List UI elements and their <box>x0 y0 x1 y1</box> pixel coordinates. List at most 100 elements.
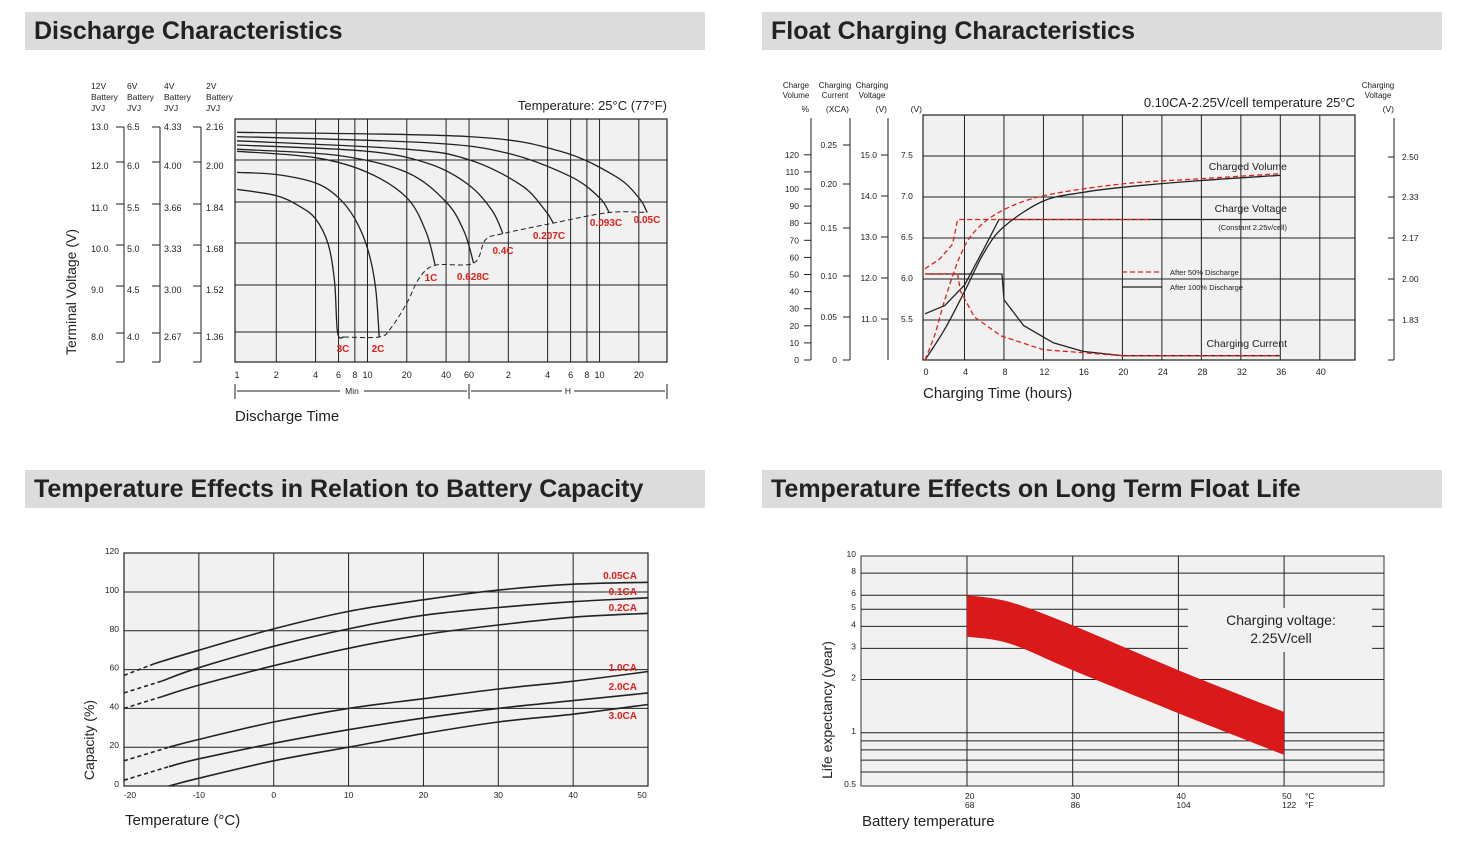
volume-tick-label: 20 <box>790 321 800 331</box>
charging-voltage-annotation: Charging voltage: <box>1226 612 1336 628</box>
discharge-curve-1C <box>236 150 436 266</box>
life-x-tick-fahrenheit: 104 <box>1176 800 1190 810</box>
float-axis-header: Voltage <box>859 91 886 100</box>
float-x-tick-label: 16 <box>1079 367 1089 377</box>
discharge-x-tick-label: 6 <box>568 370 573 380</box>
capacity-y-axis-label: Capacity (%) <box>81 700 97 780</box>
discharge-y-tick-label: 10.0 <box>91 244 109 254</box>
discharge-y-tick-label: 4.0 <box>127 332 140 342</box>
capacity-curve-label: 0.1CA <box>609 587 637 598</box>
current-tick-label: 0.10 <box>820 271 837 281</box>
discharge-y-tick-label: 5.0 <box>127 244 140 254</box>
discharge-curve-0.207C <box>236 140 554 224</box>
life-y-tick-label: 5 <box>851 602 856 612</box>
capacity-y-tick-label: 60 <box>110 663 120 673</box>
discharge-y-axis-header: 4V <box>164 81 175 91</box>
float-axis-header: Volume <box>783 91 810 100</box>
life-y-tick-label: 3 <box>851 641 856 651</box>
life-x-tick-celsius: 40 <box>1176 791 1186 801</box>
discharge-x-tick-label: 6 <box>336 370 341 380</box>
discharge-x-tick-label: 60 <box>464 370 474 380</box>
capacity-curve-label: 0.05CA <box>603 571 637 582</box>
capacity-curve-0.2CA <box>161 612 649 698</box>
volume-tick-label: 30 <box>790 304 800 314</box>
header-float-charging: Float Charging Characteristics <box>762 12 1442 50</box>
volume-tick-label: 120 <box>785 150 799 160</box>
discharge-x-tick-label: 4 <box>313 370 318 380</box>
capacity-curve-1.0CA <box>168 670 649 748</box>
charged-volume-label: Charged Volume <box>1209 161 1287 173</box>
float-axis-header: Current <box>822 91 849 100</box>
life-y-tick-label: 1 <box>851 726 856 736</box>
capacity-curve-dashed-2.0CA <box>123 765 170 781</box>
right-voltage-tick-label: 2.00 <box>1402 274 1419 284</box>
capacity-x-tick-label: 30 <box>494 790 504 800</box>
discharge-x-tick-label: 8 <box>352 370 357 380</box>
charge-voltage-label: Charge Voltage <box>1215 203 1288 215</box>
discharge-x-tick-label: 20 <box>402 370 412 380</box>
discharge-y-axis-header: 12V <box>91 81 106 91</box>
capacity-x-tick-label: 10 <box>344 790 354 800</box>
discharge-y-tick-label: 1.52 <box>206 285 224 295</box>
discharge-curve-label: 2C <box>372 344 385 355</box>
discharge-y-axis-header: 6V <box>127 81 138 91</box>
life-y-tick-label: 6 <box>851 588 856 598</box>
discharge-curve-label: 0.628C <box>457 272 489 283</box>
capacity-x-tick-label: -20 <box>124 790 137 800</box>
volume-tick-label: 110 <box>785 167 799 177</box>
discharge-temperature-label: Temperature: 25°C (77°F) <box>518 98 667 113</box>
volume-tick-label: 60 <box>790 252 800 262</box>
discharge-curve-2C <box>236 171 380 338</box>
discharge-curve-label: 0.4C <box>492 246 513 257</box>
capacity-y-tick-label: 0 <box>114 779 119 789</box>
float-current_ca-100-curve <box>925 273 1281 357</box>
discharge-y-axis-header: JVJ <box>127 103 141 113</box>
discharge-y-tick-label: 1.68 <box>206 244 224 254</box>
capacity-curve-label: 2.0CA <box>609 682 637 693</box>
right-axis-header: Voltage <box>1365 91 1392 100</box>
discharge-y-tick-label: 2.67 <box>164 332 182 342</box>
discharge-cutoff-line <box>343 211 648 339</box>
life-y-tick-label: 4 <box>851 619 856 629</box>
discharge-curve-label: 0.207C <box>533 231 565 242</box>
discharge-y-axis-label: Terminal Voltage (V) <box>63 229 79 355</box>
float-volume_pct-100-curve <box>924 174 1281 361</box>
discharge-x-tick-label: 8 <box>584 370 589 380</box>
life-x-tick-celsius: 30 <box>1071 791 1081 801</box>
discharge-x-tick-label: 20 <box>634 370 644 380</box>
float-x-tick-label: 0 <box>923 367 928 377</box>
celsius-unit-label: °C <box>1305 791 1315 801</box>
float-x-tick-label: 12 <box>1039 367 1049 377</box>
voltage-tick-label: 6.0 <box>901 273 913 283</box>
volume-tick-label: 80 <box>790 218 800 228</box>
charging-voltage-tick-label: 15.0 <box>860 150 877 160</box>
discharge-curve-3C <box>236 188 345 339</box>
discharge-y-tick-label: 9.0 <box>91 285 104 295</box>
voltage-tick-label: 5.5 <box>901 314 913 324</box>
float-axis-unit: (V) <box>911 104 923 114</box>
capacity-y-tick-label: 120 <box>105 546 119 556</box>
capacity-x-tick-label: 20 <box>419 790 429 800</box>
float-x-tick-label: 32 <box>1237 367 1247 377</box>
discharge-x-tick-label: 4 <box>545 370 550 380</box>
discharge-y-tick-label: 13.0 <box>91 122 109 132</box>
life-x-tick-celsius: 20 <box>965 791 975 801</box>
discharge-y-tick-label: 6.5 <box>127 122 140 132</box>
capacity-curve-dashed-1.0CA <box>123 746 170 762</box>
capacity-x-tick-label: 40 <box>568 790 578 800</box>
volume-tick-label: 10 <box>790 338 800 348</box>
discharge-curve-0.093C <box>236 135 610 213</box>
current-tick-label: 0.20 <box>820 179 837 189</box>
discharge-curve-0.4C <box>236 144 504 234</box>
life-x-tick-fahrenheit: 68 <box>965 800 975 810</box>
hour-segment-label: H <box>565 386 571 396</box>
capacity-y-tick-label: 80 <box>110 624 120 634</box>
charging-voltage-tick-label: 13.0 <box>860 232 877 242</box>
float-x-tick-label: 40 <box>1316 367 1326 377</box>
float-x-tick-label: 4 <box>963 367 968 377</box>
capacity-x-tick-label: -10 <box>193 790 206 800</box>
discharge-y-tick-label: 4.00 <box>164 161 182 171</box>
capacity-curve-3.0CA <box>168 703 649 787</box>
charge-voltage-note: (Constant 2.25v/cell) <box>1218 223 1287 232</box>
right-voltage-tick-label: 1.83 <box>1402 315 1419 325</box>
